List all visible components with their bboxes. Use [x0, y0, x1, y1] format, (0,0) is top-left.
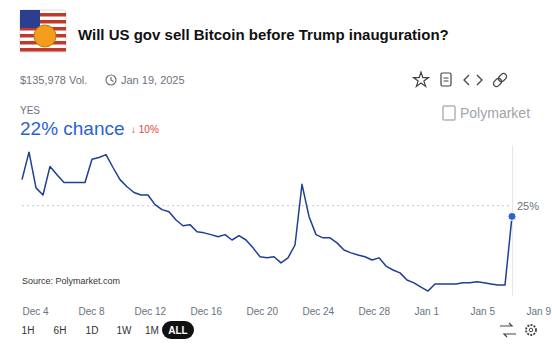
brand: Polymarket	[460, 105, 530, 121]
range-label[interactable]: 1M	[145, 325, 159, 336]
clock-icon	[106, 75, 116, 85]
x-tick: Jan 5	[471, 300, 496, 317]
range-button[interactable]: 1W	[117, 325, 133, 336]
clock-hands	[111, 77, 114, 82]
x-tick: Dec 8	[79, 300, 106, 317]
x-tick-label: Dec 28	[359, 306, 391, 317]
x-tick-label: Jan 5	[471, 306, 496, 317]
x-tick-label: Jan 9	[527, 306, 552, 317]
chart-root: Will US gov sell Bitcoin before Trump in…	[0, 0, 552, 352]
range-button[interactable]: ALL	[162, 321, 194, 339]
background	[0, 0, 552, 352]
range-button[interactable]: 1M	[145, 325, 159, 336]
icon-canton	[20, 10, 40, 28]
change: ↓ 10%	[131, 124, 159, 135]
x-tick: Jan 1	[415, 300, 440, 317]
x-tick-label: Dec 24	[303, 306, 335, 317]
icon-stripe	[20, 48, 66, 52]
market-icon	[20, 10, 66, 52]
range-label[interactable]: 6H	[54, 325, 67, 336]
link-icon[interactable]	[492, 72, 508, 88]
link-part	[492, 77, 503, 88]
y-tick: 25%	[512, 200, 539, 212]
range-button[interactable]: 1H	[22, 325, 35, 336]
x-tick: Dec 24	[303, 300, 335, 317]
range-buttons: 1H 6H 1D 1W 1M ALL	[22, 321, 194, 339]
x-axis: Dec 4 Dec 8 Dec 12 Dec 16 Dec 20 Dec 24 Dec 28…	[23, 300, 552, 317]
link-part	[497, 72, 508, 83]
x-tick-label: Dec 4	[23, 306, 50, 317]
chance: 22% chance	[20, 118, 125, 139]
embed-icon[interactable]	[464, 75, 482, 85]
last-point	[508, 212, 516, 220]
volume: $135,978 Vol.	[20, 74, 87, 86]
grid	[22, 205, 512, 206]
gear-teeth	[526, 325, 536, 335]
source-note: Source: Polymarket.com	[22, 276, 120, 286]
x-tick: Dec 4	[23, 300, 50, 317]
range-label[interactable]: 1W	[117, 325, 133, 336]
range-label[interactable]: ALL	[168, 325, 187, 336]
doc-icon[interactable]	[441, 73, 451, 86]
x-tick: Dec 16	[191, 300, 223, 317]
x-tick-label: Dec 8	[79, 306, 106, 317]
end-date: Jan 19, 2025	[121, 74, 185, 86]
price-line	[22, 152, 512, 291]
brand-logo	[443, 106, 455, 120]
range-button[interactable]: 6H	[54, 325, 67, 336]
star-icon[interactable]	[413, 72, 428, 86]
range-label[interactable]: 1D	[86, 325, 99, 336]
range-button[interactable]: 1D	[86, 325, 99, 336]
gear-hub	[529, 328, 533, 332]
clock-face	[106, 75, 116, 85]
swap-icon[interactable]	[500, 323, 516, 337]
x-tick: Dec 12	[135, 300, 167, 317]
title: Will US gov sell Bitcoin before Trump in…	[78, 26, 449, 43]
icon-frame	[20, 10, 66, 52]
plot-marks	[22, 152, 516, 291]
doc-outline	[441, 73, 451, 86]
range-button-bg[interactable]	[162, 321, 194, 339]
x-tick-label: Dec 12	[135, 306, 167, 317]
x-tick: Jan 9	[527, 300, 552, 317]
settings-icon[interactable]	[526, 325, 536, 335]
range-label[interactable]: 1H	[22, 325, 35, 336]
x-tick: Dec 28	[359, 300, 391, 317]
grid-line	[22, 205, 512, 206]
x-tick-label: Dec 20	[247, 306, 279, 317]
doc-lines	[444, 78, 449, 81]
icon-coin	[34, 25, 56, 47]
x-tick: Dec 20	[247, 300, 279, 317]
x-tick-label: Jan 1	[415, 306, 440, 317]
y-tick-label: 25%	[517, 200, 539, 212]
x-tick-label: Dec 16	[191, 306, 223, 317]
y-axis: 25%	[512, 146, 539, 296]
outcome: YES	[20, 105, 40, 116]
